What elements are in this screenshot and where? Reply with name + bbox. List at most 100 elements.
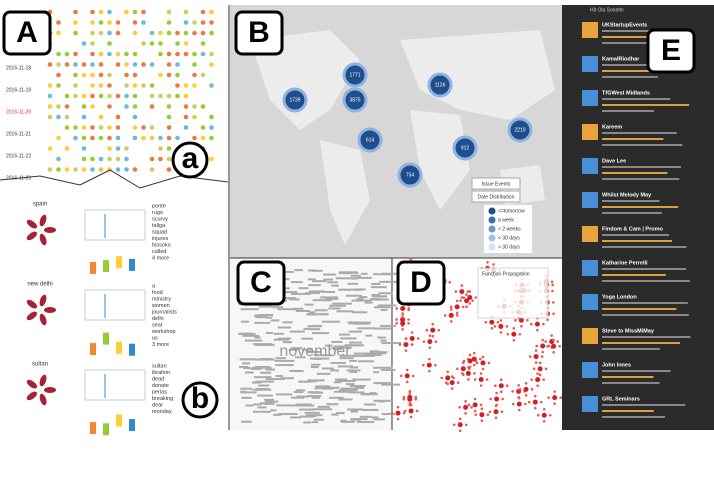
word <box>351 277 358 280</box>
word <box>314 309 328 312</box>
keyword: injures <box>152 236 168 242</box>
timeline-dot <box>141 20 146 25</box>
word <box>356 298 364 301</box>
node <box>428 357 431 361</box>
timeline-dot <box>107 72 112 78</box>
cloud-word: november <box>279 343 351 360</box>
timeline-dot <box>90 156 95 162</box>
word <box>330 361 346 364</box>
node <box>445 375 451 381</box>
timeline-dot <box>98 114 104 120</box>
timeline-dot <box>149 104 155 109</box>
word <box>339 354 356 357</box>
panel-label-circle <box>171 141 209 179</box>
node <box>407 318 410 321</box>
node <box>480 360 486 366</box>
tweet-line <box>602 382 660 384</box>
word <box>378 292 393 295</box>
mini-bar <box>129 419 135 432</box>
tweet-line <box>602 274 666 276</box>
node <box>530 322 533 326</box>
node <box>512 338 516 342</box>
word <box>307 269 317 272</box>
timeline-dot <box>149 83 155 88</box>
word <box>258 384 270 387</box>
timeline-dot <box>166 125 172 130</box>
timeline-dot <box>132 167 138 172</box>
node <box>430 327 436 333</box>
node <box>536 328 539 332</box>
node <box>448 312 454 318</box>
node <box>473 378 477 381</box>
avatar <box>582 22 598 38</box>
node <box>458 417 462 421</box>
timeline-dot <box>158 93 163 99</box>
tweet-line <box>602 138 664 140</box>
node <box>474 296 478 299</box>
node <box>399 374 403 378</box>
word <box>316 372 331 375</box>
cluster-count: 614 <box>366 137 375 143</box>
node <box>408 401 412 405</box>
node <box>488 410 492 414</box>
word <box>322 273 337 276</box>
node <box>499 331 503 334</box>
word <box>304 411 320 414</box>
node <box>551 289 554 293</box>
map-button[interactable] <box>471 190 521 203</box>
timeline-dot <box>64 167 70 172</box>
legend-swatch <box>488 243 496 251</box>
timeline-dot <box>158 41 163 46</box>
timeline-dot <box>149 41 155 46</box>
timeline-dot <box>90 62 95 67</box>
node <box>517 396 521 400</box>
cluster <box>342 87 368 113</box>
word <box>308 278 316 281</box>
node <box>541 412 547 418</box>
timeline-dot <box>115 167 121 172</box>
topic-name: spain <box>33 202 47 208</box>
node <box>464 298 470 304</box>
avatar <box>582 158 598 174</box>
timeline-dot <box>107 93 112 99</box>
word <box>371 282 381 285</box>
word <box>308 311 316 314</box>
word <box>252 403 262 406</box>
timeline-dot <box>56 72 61 78</box>
timeline-dot <box>47 104 53 109</box>
keyword: women <box>151 303 170 309</box>
cluster-count: 2210 <box>514 127 525 133</box>
word <box>257 394 273 397</box>
avatar <box>582 396 598 412</box>
timeline-dot <box>90 83 95 88</box>
timeline-dot <box>166 156 172 162</box>
node <box>460 366 466 372</box>
word <box>334 390 351 393</box>
word <box>290 281 303 284</box>
node <box>468 302 472 305</box>
timeline-dot <box>64 125 70 130</box>
timeline-dot <box>107 9 112 15</box>
timeline-dot <box>90 30 95 36</box>
timeline-dot <box>166 114 172 120</box>
timeline-dot <box>56 104 61 109</box>
node <box>552 301 555 304</box>
panel-label: a <box>182 142 199 175</box>
timeline-dot <box>132 125 138 130</box>
word <box>329 304 347 307</box>
word <box>313 418 324 421</box>
timeline-dot <box>107 104 112 109</box>
word <box>364 301 373 304</box>
word <box>301 348 314 351</box>
timeline-dot <box>132 9 138 15</box>
keyword: delhi <box>152 316 164 322</box>
word <box>380 309 388 312</box>
map-button[interactable] <box>471 177 521 190</box>
timeline-dot <box>149 30 155 36</box>
word <box>308 313 316 316</box>
word <box>372 366 393 369</box>
node <box>404 337 408 340</box>
word <box>240 391 257 394</box>
word <box>306 351 322 354</box>
word <box>311 269 323 272</box>
